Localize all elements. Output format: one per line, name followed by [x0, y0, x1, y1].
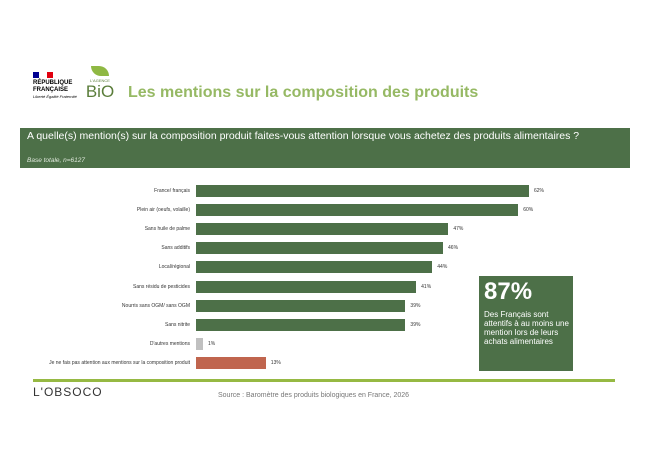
data-label: 41% — [421, 283, 432, 290]
logo-text: L'AGENCE — [90, 78, 110, 83]
data-label: 13% — [270, 359, 281, 366]
republique-francaise-logo: RÉPUBLIQUE FRANÇAISE Liberté Égalité Fra… — [33, 72, 83, 99]
category-label: D'autres mentions — [149, 340, 190, 347]
question-band: A quelle(s) mention(s) sur la compositio… — [20, 128, 630, 168]
category-label: France/ français — [154, 188, 190, 194]
data-label: 62% — [533, 188, 544, 194]
leaf-icon — [91, 66, 109, 76]
callout-box: 87% Des Français sont attentifs à au moi… — [479, 276, 573, 371]
bar — [196, 337, 203, 350]
bar — [196, 261, 433, 274]
category-label: Local/régional — [158, 264, 190, 271]
bar — [196, 318, 406, 331]
category-label: Sans huile de palme — [144, 226, 190, 233]
page-title: Les mentions sur la composition des prod… — [128, 84, 479, 101]
category-label: Je ne fais pas attention aux mentions su… — [49, 359, 190, 366]
flag-icon — [33, 72, 83, 78]
divider — [33, 379, 615, 382]
data-label: 46% — [448, 245, 459, 252]
category-label: Nourris sans OGM/ sans OGM — [121, 302, 190, 309]
bar — [196, 356, 266, 369]
data-label: 60% — [523, 207, 534, 214]
obsoco-logo: L'OBSOCO — [33, 385, 103, 399]
logo-text: FRANÇAISE — [33, 87, 69, 93]
category-label: Sans résidu de pesticides — [133, 283, 190, 290]
data-label: 47% — [453, 226, 464, 233]
question-text: A quelle(s) mention(s) sur la compositio… — [27, 130, 580, 142]
bar — [196, 204, 519, 217]
bar — [196, 185, 529, 197]
bar — [196, 280, 417, 293]
logo-text: RÉPUBLIQUE — [33, 80, 73, 86]
data-label: 39% — [410, 321, 421, 328]
logo-motto: Liberté Égalité Fraternité — [33, 94, 77, 99]
category-label: Sans additifs — [161, 245, 190, 252]
logo-text: BiO — [85, 82, 115, 101]
bar — [196, 223, 449, 236]
category-label: Sans nitrite — [164, 321, 190, 328]
agence-bio-logo: L'AGENCE BiO — [84, 66, 116, 111]
source-note: Source : Baromètre des produits biologiq… — [218, 392, 410, 399]
callout-value: 87% — [484, 278, 533, 305]
category-label: Plein air (oeufs, volaille) — [136, 207, 190, 214]
data-label: 39% — [410, 302, 421, 309]
base-note: Base totale, n=6127 — [27, 157, 86, 164]
data-label: 44% — [437, 264, 448, 271]
data-label: 1% — [208, 340, 216, 347]
bar — [196, 299, 406, 312]
bar — [196, 242, 444, 255]
callout-text: Des Français sont attentifs à au moins u… — [484, 310, 569, 346]
